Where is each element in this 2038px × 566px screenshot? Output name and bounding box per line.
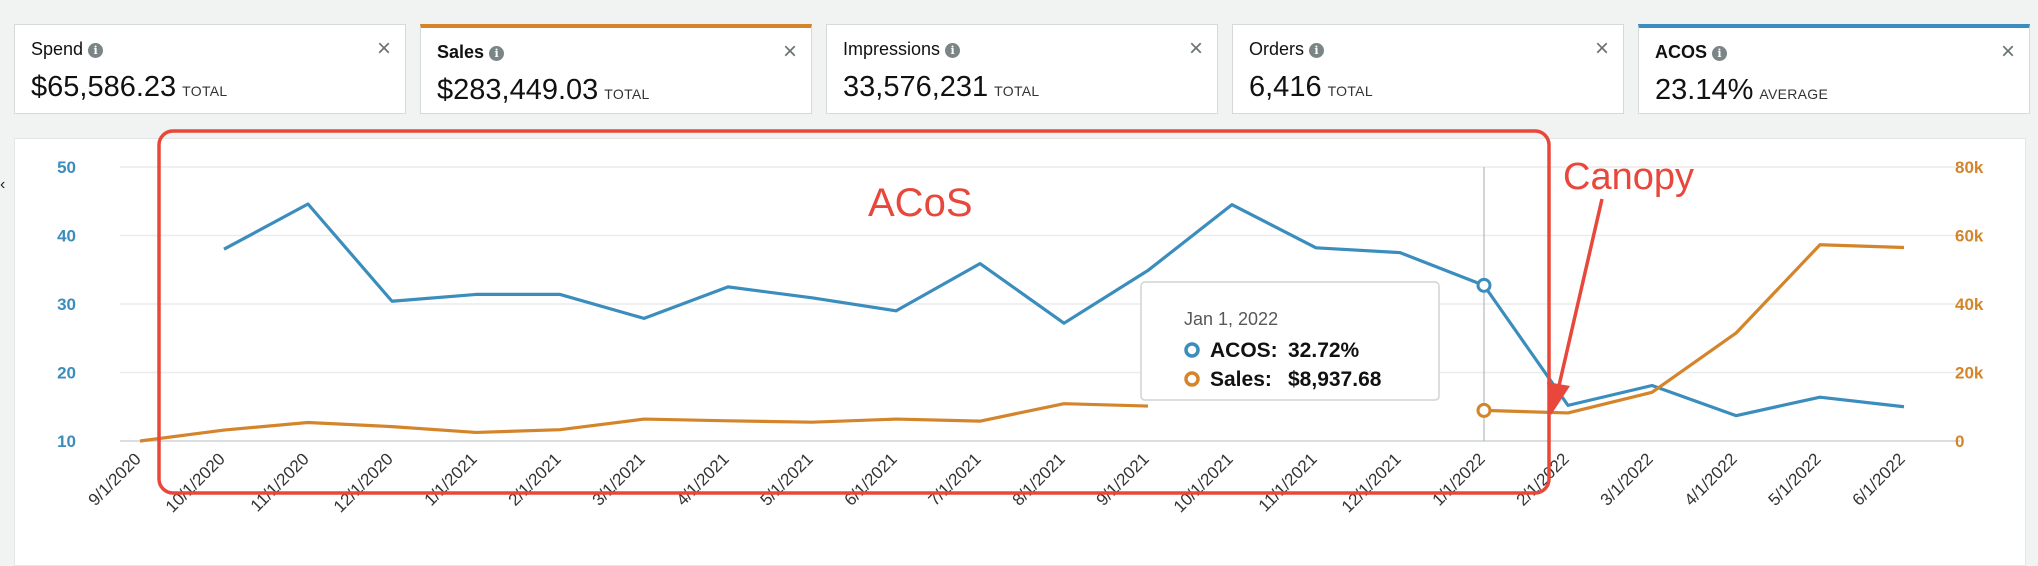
tooltip-acos-value: 32.72% bbox=[1288, 339, 1360, 362]
info-icon[interactable]: i bbox=[1309, 43, 1325, 58]
info-icon[interactable]: i bbox=[1712, 46, 1728, 61]
acos-annotation-box bbox=[157, 129, 1551, 495]
metric-label: Sales i bbox=[437, 42, 505, 63]
x-tick-label: 11/1/2021 bbox=[1255, 449, 1321, 515]
x-tick-label: 2/1/2021 bbox=[505, 449, 565, 509]
metric-card-sales[interactable]: Sales i × $283,449.03 TOTAL bbox=[420, 24, 812, 114]
x-tick-label: 3/1/2021 bbox=[589, 449, 649, 509]
metric-label: Orders i bbox=[1249, 39, 1325, 60]
series-lines bbox=[139, 202, 1905, 443]
y-axis-right: 0 20k 40k 60k 80k bbox=[1955, 158, 1984, 451]
x-tick-label: 1/1/2022 bbox=[1429, 449, 1489, 509]
x-tick-label: 5/1/2022 bbox=[1765, 449, 1825, 509]
x-tick-label: 8/1/2021 bbox=[1009, 449, 1069, 509]
x-tick-label: 10/1/2021 bbox=[1170, 449, 1237, 516]
info-icon[interactable]: i bbox=[489, 46, 505, 61]
sales-series-line bbox=[139, 402, 1149, 443]
sales-legend-dot bbox=[1184, 371, 1200, 387]
x-tick-label: 10/1/2020 bbox=[162, 449, 229, 516]
close-icon[interactable]: × bbox=[1188, 35, 1203, 62]
x-tick-label: 4/1/2022 bbox=[1681, 449, 1741, 509]
metric-label: Impressions i bbox=[843, 39, 961, 60]
close-icon[interactable]: × bbox=[2000, 38, 2015, 65]
metric-card-impressions[interactable]: Impressions i × 33,576,231 TOTAL bbox=[826, 24, 1218, 114]
x-tick-label: 9/1/2021 bbox=[1093, 449, 1153, 509]
x-axis-labels: 9/1/2020 10/1/2020 11/1/2020 12/1/2020 1/1/2… bbox=[85, 449, 1909, 516]
close-icon[interactable]: × bbox=[1594, 35, 1609, 62]
info-icon[interactable]: i bbox=[88, 43, 104, 58]
info-icon[interactable]: i bbox=[945, 43, 961, 58]
y-right-tick-label: 40k bbox=[1955, 295, 1984, 314]
tooltip-date: Jan 1, 2022 bbox=[1184, 309, 1278, 329]
sales-series-line bbox=[1483, 243, 1905, 415]
x-tick-label: 3/1/2022 bbox=[1597, 449, 1657, 509]
metric-card-spend[interactable]: Spend i × $65,586.23 TOTAL bbox=[14, 24, 406, 114]
acos-series-line bbox=[223, 202, 1905, 418]
tooltip-sales-value: $8,937.68 bbox=[1288, 368, 1382, 391]
y-right-tick-label: 60k bbox=[1955, 227, 1984, 246]
grid-lines bbox=[120, 166, 1960, 442]
chart-tooltip: Jan 1, 2022 ACOS: 32.72% Sales: $8,937.6… bbox=[1140, 281, 1440, 401]
x-tick-label: 11/1/2020 bbox=[247, 449, 313, 515]
metric-label: Spend i bbox=[31, 39, 104, 60]
canopy-annotation-label: Canopy bbox=[1563, 156, 1694, 198]
x-tick-label: 7/1/2021 bbox=[925, 449, 985, 509]
acos-hover-marker bbox=[1476, 277, 1492, 293]
metric-card-acos[interactable]: ACOS i × 23.14% AVERAGE bbox=[1638, 24, 2030, 114]
canopy-arrow-head bbox=[1547, 382, 1570, 415]
canopy-arrow-shaft bbox=[1556, 198, 1604, 391]
metric-value: $283,449.03 TOTAL bbox=[437, 74, 650, 106]
chevron-left-icon[interactable]: ‹ bbox=[0, 176, 6, 193]
x-tick-label: 5/1/2021 bbox=[757, 449, 817, 509]
y-right-tick-label: 0 bbox=[1955, 432, 1964, 451]
metric-card-orders[interactable]: Orders i × 6,416 TOTAL bbox=[1232, 24, 1624, 114]
x-tick-label: 6/1/2021 bbox=[841, 449, 901, 509]
y-right-tick-label: 80k bbox=[1955, 158, 1984, 177]
x-tick-label: 2/1/2022 bbox=[1513, 449, 1573, 509]
y-left-tick-label: 30 bbox=[57, 295, 76, 314]
metric-label: ACOS i bbox=[1655, 42, 1728, 63]
close-icon[interactable]: × bbox=[782, 38, 797, 65]
sales-hover-marker bbox=[1476, 402, 1492, 418]
metric-value: $65,586.23 TOTAL bbox=[31, 71, 228, 103]
x-tick-label: 6/1/2022 bbox=[1849, 449, 1909, 509]
x-tick-label: 12/1/2021 bbox=[1338, 449, 1405, 516]
x-tick-label: 4/1/2021 bbox=[673, 449, 733, 509]
tooltip-acos-label: ACOS: bbox=[1210, 339, 1278, 362]
metric-value: 33,576,231 TOTAL bbox=[843, 71, 1040, 103]
metric-value: 23.14% AVERAGE bbox=[1655, 74, 1829, 106]
y-right-tick-label: 20k bbox=[1955, 364, 1984, 383]
tooltip-sales-label: Sales: bbox=[1210, 368, 1272, 391]
metric-value: 6,416 TOTAL bbox=[1249, 71, 1373, 103]
y-axis-left: 10 20 30 40 50 bbox=[57, 158, 76, 451]
acos-legend-dot bbox=[1184, 342, 1200, 358]
y-left-tick-label: 10 bbox=[57, 432, 76, 451]
acos-annotation-label: ACoS bbox=[868, 181, 973, 225]
y-left-tick-label: 50 bbox=[57, 158, 76, 177]
x-tick-label: 12/1/2020 bbox=[330, 449, 397, 516]
y-left-tick-label: 20 bbox=[57, 364, 76, 383]
x-tick-label: 1/1/2021 bbox=[421, 449, 481, 509]
metric-cards: Spend i × $65,586.23 TOTAL Sales i × $283,4… bbox=[14, 24, 2030, 118]
close-icon[interactable]: × bbox=[376, 35, 391, 62]
y-left-tick-label: 40 bbox=[57, 227, 76, 246]
x-tick-label: 9/1/2020 bbox=[85, 449, 145, 509]
hover-markers bbox=[1476, 277, 1492, 418]
